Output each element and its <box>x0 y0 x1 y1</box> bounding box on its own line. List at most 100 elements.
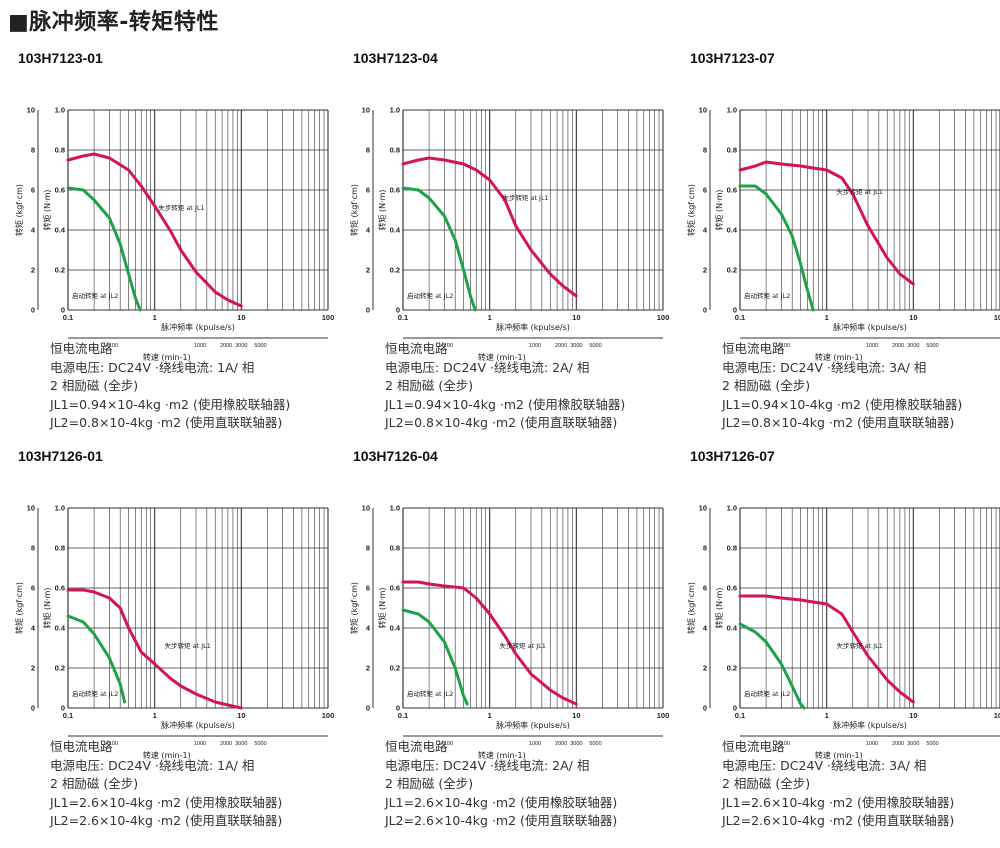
x2-tick-label: 5000 <box>254 741 266 747</box>
description-line: JL2=0.8×10-4kg ·m2 (使用直联联轴器) <box>722 415 955 430</box>
x2-tick-label: 2000 <box>892 343 904 349</box>
pullin-torque-curve <box>66 186 142 312</box>
y-left-axis-label: 转矩 (kgf·cm) <box>14 184 24 236</box>
x2-tick-label: 2000 <box>555 343 567 349</box>
y-left-tick-label: 2 <box>31 664 35 673</box>
pullin-torque-curve <box>738 622 806 710</box>
y-nm-tick-label: 0.6 <box>55 186 65 195</box>
chart-block-6: 103H7126-07 0 2 4 6 8 10 0 0.2 0.4 0.6 0.8 1.0 转矩 (kg… <box>682 448 1000 848</box>
x2-tick-label: 100 <box>109 343 118 349</box>
description-line: 恒电流电路 <box>722 341 785 356</box>
description-line: 电源电压: DC24V ·绕线电流: 2A/ 相 <box>385 359 590 375</box>
y-right-axis-label: 转矩 (N·m) <box>714 189 724 230</box>
pullout-annotation: 失步转矩 at JL1 <box>158 203 204 212</box>
x-tick-label: 1 <box>488 711 492 720</box>
x2-tick-label: 1000 <box>866 343 878 349</box>
chart-block-1: 103H7123-01 0 2 4 6 8 10 0 0.2 0.4 0.6 0.8 1.0 转矩 (kg… <box>10 50 340 450</box>
y-right-axis-label: 转矩 (N·m) <box>377 587 387 628</box>
x2-tick-label: 100 <box>444 741 453 747</box>
x2-tick-label: 2000 <box>555 741 567 747</box>
x2-tick-label: 1000 <box>529 741 541 747</box>
chart-model-label: 103H7123-04 <box>353 50 438 66</box>
x-tick-label: 1 <box>153 711 157 720</box>
y-nm-tick-label: 0.8 <box>727 544 737 553</box>
x-tick-label: 100 <box>657 313 670 322</box>
x-tick-label: 10 <box>572 313 580 322</box>
pullin-annotation: 启动转矩 at JL2 <box>72 291 118 300</box>
y-left-tick-label: 8 <box>31 146 35 155</box>
x2-tick-label: 3000 <box>570 741 582 747</box>
y-nm-tick-label: 0.4 <box>55 226 66 235</box>
x-tick-label: 1 <box>825 313 829 322</box>
x-tick-label: 1 <box>825 711 829 720</box>
x2-tick-label: 5000 <box>589 343 601 349</box>
x-axis-label: 脉冲频率 (kpulse/s) <box>496 322 570 332</box>
y-left-tick-label: 0 <box>31 306 35 315</box>
y-nm-tick-label: 0.8 <box>55 544 65 553</box>
y-left-tick-label: 0 <box>703 306 707 315</box>
x2-axis-label: 转速 (min-1) <box>815 352 863 362</box>
pullout-torque-curve <box>401 580 578 706</box>
description-line: JL1=0.94×10-4kg ·m2 (使用橡胶联轴器) <box>722 396 963 412</box>
y-nm-tick-label: 0 <box>396 306 400 315</box>
x-tick-label: 100 <box>322 711 335 720</box>
y-left-tick-label: 6 <box>703 186 707 195</box>
y-nm-tick-label: 0.8 <box>55 146 65 155</box>
pullin-annotation: 启动转矩 at JL2 <box>744 291 790 300</box>
y-left-tick-label: 2 <box>31 266 35 275</box>
description-line: JL2=2.6×10-4kg ·m2 (使用直联联轴器) <box>722 813 955 828</box>
x-tick-label: 10 <box>237 711 245 720</box>
y-nm-tick-label: 0 <box>61 306 65 315</box>
x-tick-label: 1 <box>153 313 157 322</box>
description-line: JL1=2.6×10-4kg ·m2 (使用橡胶联轴器) <box>50 794 283 810</box>
description-line: 2 相励磁 (全步) <box>385 776 474 791</box>
y-left-tick-label: 8 <box>366 544 370 553</box>
x-tick-label: 0.1 <box>398 313 408 322</box>
y-left-tick-label: 6 <box>366 584 370 593</box>
description-line: 2 相励磁 (全步) <box>50 378 139 393</box>
y-nm-tick-label: 1.0 <box>55 106 65 115</box>
y-nm-tick-label: 0.2 <box>727 266 737 275</box>
y-nm-tick-label: 0.2 <box>55 664 65 673</box>
y-nm-tick-label: 1.0 <box>390 504 400 513</box>
y-left-tick-label: 2 <box>366 664 370 673</box>
x2-tick-label: 5000 <box>589 741 601 747</box>
y-left-tick-label: 4 <box>366 226 371 235</box>
x2-tick-label: 3000 <box>907 343 919 349</box>
y-left-tick-label: 10 <box>362 504 370 513</box>
x2-tick-label: 5000 <box>926 343 938 349</box>
y-nm-tick-label: 0.4 <box>55 624 66 633</box>
x2-tick-label: 5000 <box>254 343 266 349</box>
y-nm-tick-label: 0 <box>396 704 400 713</box>
x-axis-label: 脉冲频率 (kpulse/s) <box>833 322 907 332</box>
y-left-axis-label: 转矩 (kgf·cm) <box>14 582 24 634</box>
pullin-torque-curve <box>738 184 815 312</box>
x-tick-label: 0.1 <box>63 711 73 720</box>
pullout-annotation: 失步转矩 at JL1 <box>837 641 883 650</box>
x2-tick-label: 2000 <box>892 741 904 747</box>
description-line: JL2=0.8×10-4kg ·m2 (使用直联联轴器) <box>50 415 283 430</box>
description-line: JL1=2.6×10-4kg ·m2 (使用橡胶联轴器) <box>385 794 618 810</box>
description-line: JL1=2.6×10-4kg ·m2 (使用橡胶联轴器) <box>722 794 955 810</box>
x2-axis-label: 转速 (min-1) <box>478 750 526 760</box>
x2-tick-label: 3000 <box>235 343 247 349</box>
pullout-torque-curve <box>738 160 915 286</box>
y-left-tick-label: 8 <box>703 544 707 553</box>
x2-tick-label: 1000 <box>529 343 541 349</box>
chart-model-label: 103H7126-07 <box>690 448 775 464</box>
x2-tick-label: 2000 <box>220 741 232 747</box>
y-nm-tick-label: 0.6 <box>727 584 737 593</box>
x2-tick-label: 3000 <box>907 741 919 747</box>
y-left-tick-label: 10 <box>699 106 707 115</box>
x2-tick-label: 100 <box>109 741 118 747</box>
y-left-tick-label: 2 <box>366 266 370 275</box>
x-axis-label: 脉冲频率 (kpulse/s) <box>496 720 570 730</box>
x2-tick-label: 3000 <box>235 741 247 747</box>
description-line: 恒电流电路 <box>50 341 113 356</box>
y-nm-tick-label: 0 <box>733 306 737 315</box>
x-tick-label: 10 <box>909 711 917 720</box>
x-axis-label: 脉冲频率 (kpulse/s) <box>161 322 235 332</box>
